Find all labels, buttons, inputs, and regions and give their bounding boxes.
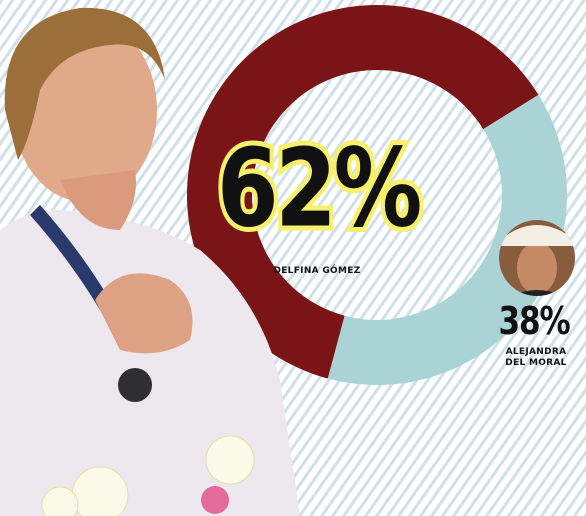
percent-label: 62% [217,126,420,252]
candidate-name: DELFINA GÓMEZ [262,266,372,277]
percent-label: 38% [498,300,570,344]
infographic: 62% 38% DELFINA GÓMEZ ALEJANDRA DEL MORAL [0,0,586,516]
chart: 62% 38% [0,0,586,516]
candidate-name: ALEJANDRA DEL MORAL [500,347,572,369]
